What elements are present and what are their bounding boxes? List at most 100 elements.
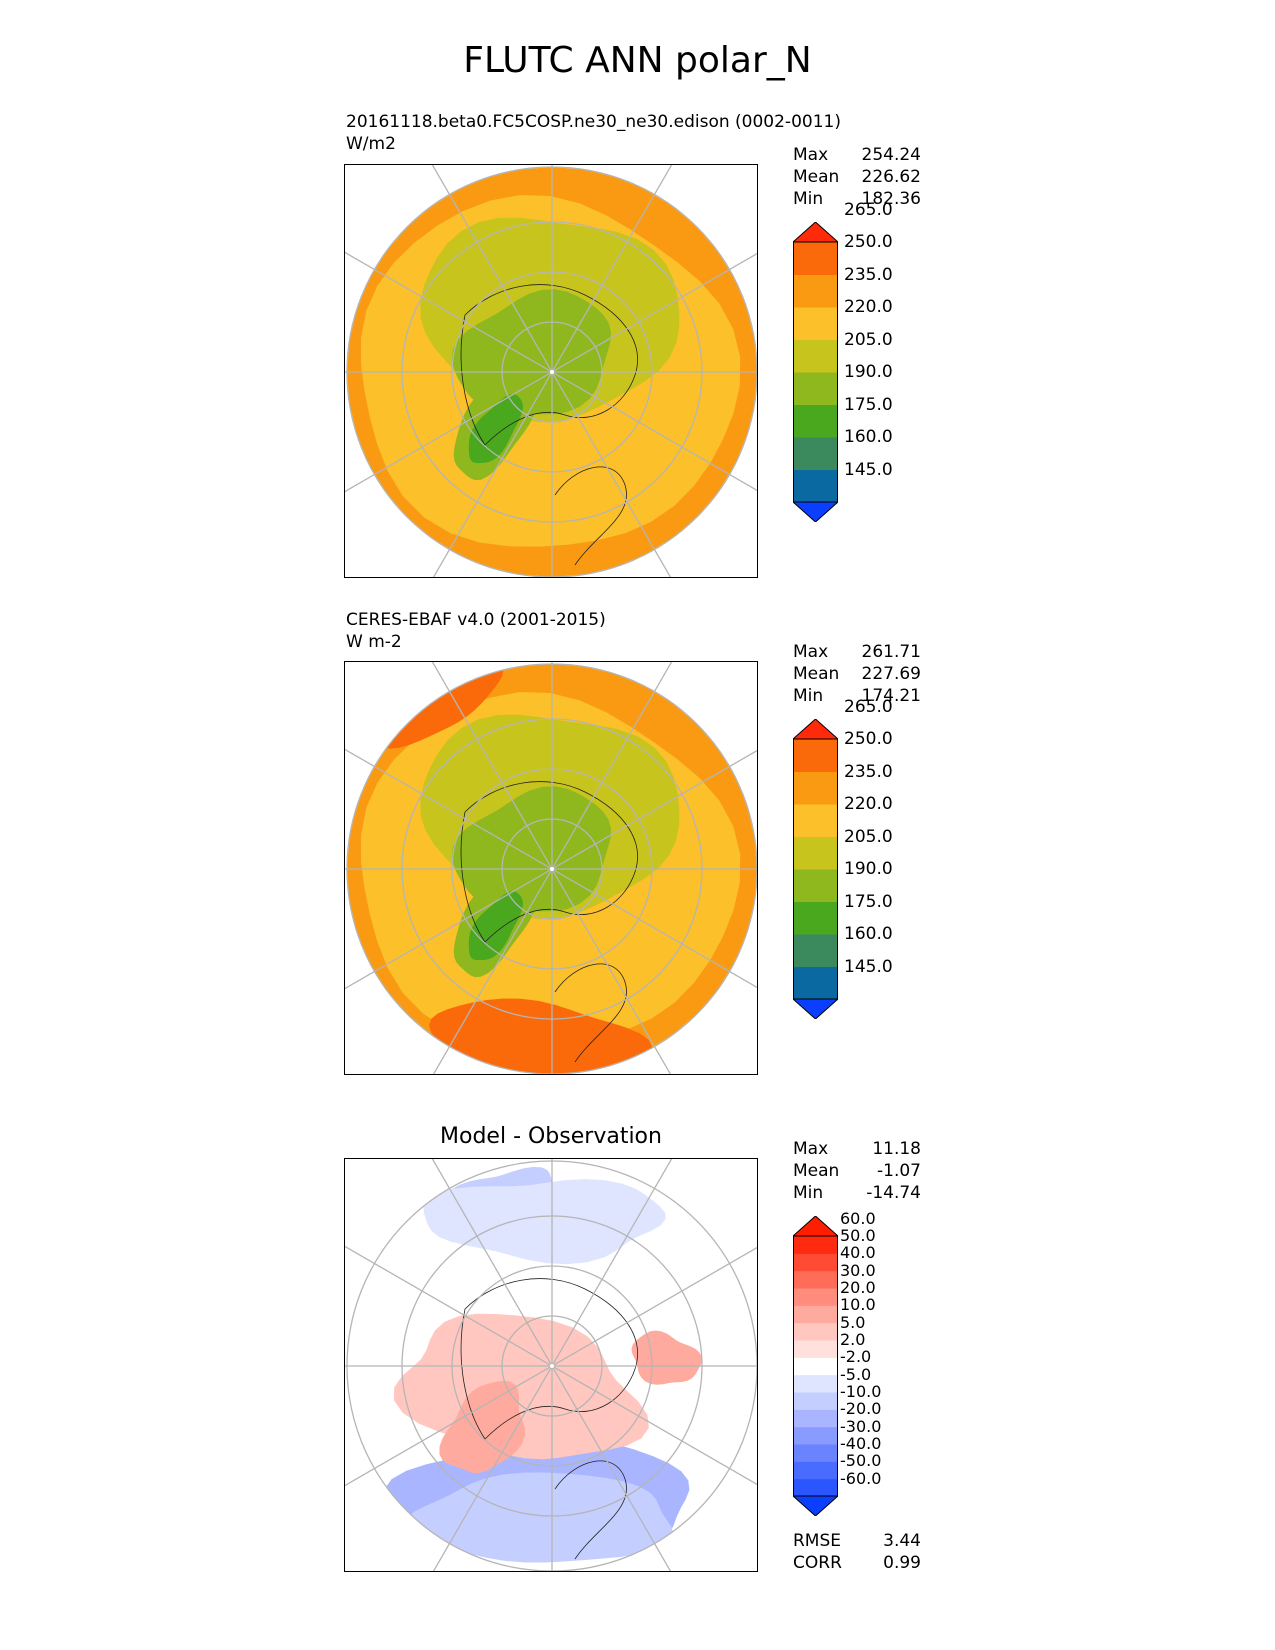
model-map xyxy=(344,164,758,578)
colorbar-tick-label-12: 30.0 xyxy=(840,1260,876,1280)
colorbar-extend-max xyxy=(791,221,840,243)
colorbar-tick-label-0: 145.0 xyxy=(844,956,893,977)
colorbar-tick-label-6: 235.0 xyxy=(844,264,893,285)
colorbar-segment-10 xyxy=(793,1322,838,1341)
colorbar-tick-label-14: 50.0 xyxy=(840,1226,876,1245)
colorbar-tick-label-8: 2.0 xyxy=(840,1330,866,1349)
coastline-europe xyxy=(554,1460,627,1560)
colorbar-extend-max xyxy=(791,718,840,740)
corr-label: CORR xyxy=(793,1553,842,1573)
colorbar-tick-label-3: -30.0 xyxy=(840,1416,882,1436)
colorbar-tick-label-0: 145.0 xyxy=(844,459,893,480)
obs-mean-label: Mean xyxy=(793,664,840,684)
colorbar-segment-1 xyxy=(793,469,838,503)
model-min-label: Min xyxy=(793,189,824,209)
colorbar-segment-7 xyxy=(793,1374,838,1393)
colorbar-segment-6 xyxy=(793,307,838,340)
colorbar-tick-label-2: 175.0 xyxy=(844,394,893,415)
diff-colorbar-svg xyxy=(791,1215,840,1517)
obs-stats: Max 261.71 Mean 227.69 Min 174.21 xyxy=(793,641,921,707)
colorbar-segment-7 xyxy=(793,274,838,308)
pole-dot xyxy=(550,1364,554,1368)
colorbar-segment-8 xyxy=(793,739,838,772)
diff-max-value: 11.18 xyxy=(872,1139,921,1159)
colorbar-segment-6 xyxy=(793,1392,838,1410)
obs-max-label: Max xyxy=(793,642,829,662)
diff-colorbar xyxy=(791,1215,840,1520)
colorbar-tick-label-8: 265.0 xyxy=(844,199,893,220)
colorbar-frame xyxy=(793,738,838,1000)
obs-panel-title: CERES-EBAF v4.0 (2001-2015) xyxy=(346,610,606,630)
obs-colorbar-svg xyxy=(791,718,840,1020)
colorbar-segment-1 xyxy=(793,966,838,1000)
colorbar-tick-label-1: 160.0 xyxy=(844,924,893,944)
corr-value: 0.99 xyxy=(883,1553,921,1573)
obs-map-plot xyxy=(345,662,757,1074)
obs-colorbar xyxy=(791,718,840,1023)
colorbar-tick-label-5: -10.0 xyxy=(840,1382,882,1401)
model-colorbar-svg xyxy=(791,221,840,523)
field-contour-1 xyxy=(423,1179,666,1265)
obs-colorbar-labels: 145.0 160.0 175.0 190.0 205.0 220.0 235.0 250.0… xyxy=(844,698,924,1019)
obs-min-value: 174.21 xyxy=(861,686,921,706)
model-max-value: 254.24 xyxy=(861,145,921,165)
diff-metrics: RMSE 3.44 CORR 0.99 xyxy=(793,1530,921,1574)
colorbar-segment-2 xyxy=(793,437,838,470)
coastline xyxy=(460,1278,638,1440)
colorbar-frame xyxy=(793,241,838,503)
obs-mean-value: 227.69 xyxy=(861,664,921,684)
colorbar-tick-label-11: 20.0 xyxy=(840,1278,876,1297)
colorbar-extend-min xyxy=(791,998,840,1020)
model-colorbar xyxy=(791,221,840,526)
colorbar-tick-label-1: -50.0 xyxy=(840,1451,882,1471)
colorbar-tick-label-5: 220.0 xyxy=(844,794,893,814)
diff-map xyxy=(344,1158,758,1572)
colorbar-segment-3 xyxy=(793,1444,838,1462)
coastline xyxy=(460,284,638,446)
model-mean-label: Mean xyxy=(793,167,840,187)
colorbar-segment-2 xyxy=(793,934,838,967)
colorbar-tick-label-8: 265.0 xyxy=(844,696,893,717)
colorbar-tick-label-3: 190.0 xyxy=(844,362,893,382)
coastline-europe xyxy=(554,963,627,1063)
model-colorbar-labels: 145.0 160.0 175.0 190.0 205.0 220.0 235.0 250.0… xyxy=(844,201,924,522)
colorbar-segment-9 xyxy=(793,1340,838,1358)
rmse-label: RMSE xyxy=(793,1531,842,1551)
colorbar-segment-12 xyxy=(793,1288,838,1306)
model-mean-value: 226.62 xyxy=(861,167,921,187)
colorbar-tick-label-10: 10.0 xyxy=(840,1295,876,1315)
colorbar-tick-label-6: 235.0 xyxy=(844,761,893,782)
diff-stats: Max 11.18 Mean -1.07 Min -14.74 xyxy=(793,1138,921,1204)
pole-dot xyxy=(550,867,554,871)
colorbar-segment-5 xyxy=(793,836,838,870)
colorbar-segment-6 xyxy=(793,804,838,837)
model-min-value: 182.36 xyxy=(861,189,921,209)
colorbar-tick-label-6: -5.0 xyxy=(840,1364,872,1384)
colorbar-extend-min xyxy=(791,1495,840,1517)
colorbar-tick-label-2: 175.0 xyxy=(844,891,893,912)
colorbar-tick-label-3: 190.0 xyxy=(844,859,893,879)
colorbar-tick-label-4: -20.0 xyxy=(840,1399,882,1419)
model-panel-title: 20161118.beta0.FC5COSP.ne30_ne30.edison … xyxy=(346,112,841,132)
map-layer-2 xyxy=(384,1166,702,1563)
diff-mean-label: Mean xyxy=(793,1161,840,1181)
diff-colorbar-labels: -60.0 -50.0 -40.0 -30.0 -20.0 -10.0 -5.0 -2.0 2.… xyxy=(840,1210,920,1516)
colorbar-tick-label-5: 220.0 xyxy=(844,297,893,317)
field-contour-5 xyxy=(468,891,523,961)
model-stats: Max 254.24 Mean 226.62 Min 182.36 xyxy=(793,144,921,210)
colorbar-tick-label-7: 250.0 xyxy=(844,729,893,749)
colorbar-tick-label-4: 205.0 xyxy=(844,329,893,350)
obs-min-label: Min xyxy=(793,686,824,706)
colorbar-segment-8 xyxy=(793,242,838,275)
obs-max-value: 261.71 xyxy=(861,642,921,662)
diff-min-label: Min xyxy=(793,1183,824,1203)
colorbar-segment-7 xyxy=(793,771,838,805)
colorbar-segment-11 xyxy=(793,1305,838,1324)
colorbar-tick-label-9: 5.0 xyxy=(840,1312,866,1332)
field-contour-7 xyxy=(429,998,652,1074)
colorbar-segment-8 xyxy=(793,1357,838,1376)
diff-panel-title: Model - Observation xyxy=(440,1124,662,1149)
colorbar-segment-5 xyxy=(793,1409,838,1428)
colorbar-segment-3 xyxy=(793,404,838,438)
main-title: FLUTC ANN polar_N xyxy=(463,40,812,81)
